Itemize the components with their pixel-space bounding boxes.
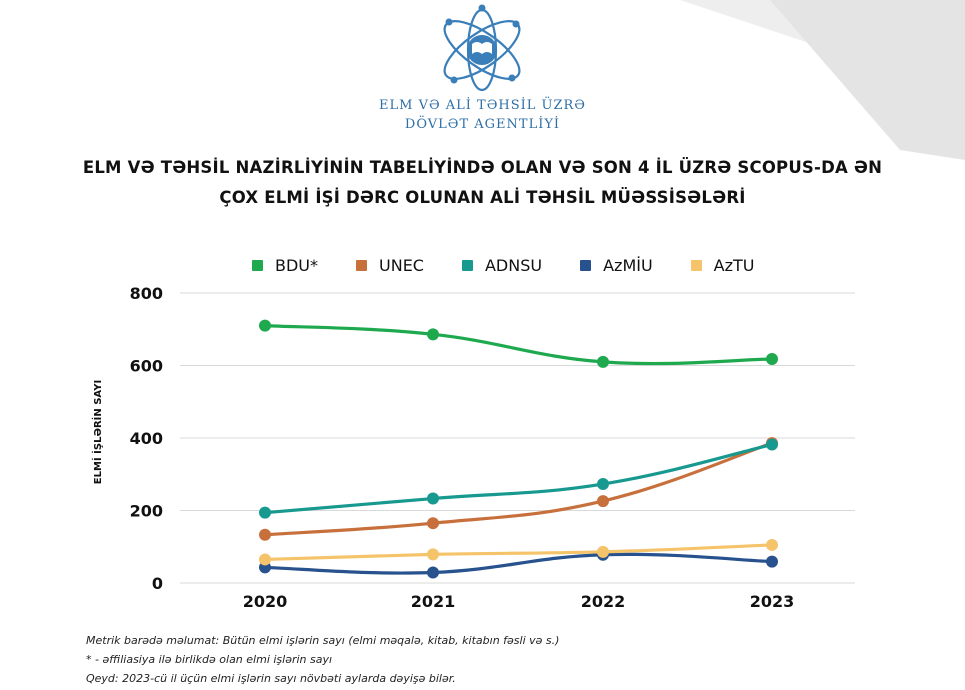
agency-logo-icon [443, 4, 521, 92]
legend-label: AzMİU [603, 256, 653, 275]
data-point [766, 555, 778, 568]
x-tick-label: 2020 [243, 592, 288, 611]
legend-swatch [580, 260, 592, 271]
data-point [597, 495, 609, 508]
y-tick-label: 0 [152, 574, 163, 593]
chart-title-line2: ÇOX ELMİ İŞİ DƏRC OLUNAN ALİ TƏHSİL MÜƏS… [219, 188, 746, 207]
data-point [259, 528, 271, 541]
data-point [259, 506, 271, 519]
legend-item: UNEC [356, 256, 424, 275]
legend-label: ADNSU [484, 256, 543, 275]
data-point [766, 538, 778, 551]
data-point [427, 492, 439, 505]
data-point [427, 328, 439, 341]
legend-swatch [690, 260, 702, 271]
data-point [766, 352, 778, 365]
x-tick-label: 2023 [750, 592, 795, 611]
series-line [263, 441, 774, 537]
series-line [263, 324, 774, 366]
legend-swatch [356, 260, 368, 271]
legend-item: AzTU [690, 256, 755, 275]
data-point [427, 548, 439, 561]
footnote-metric: Metrik barədə məlumat: Bütün elmi işləri… [86, 634, 560, 647]
data-point [766, 438, 778, 451]
legend-label: BDU* [275, 256, 319, 275]
legend-item: ADNSU [461, 256, 543, 275]
series-line [263, 442, 774, 515]
x-tick-label: 2021 [411, 592, 456, 611]
legend-item: BDU* [252, 256, 318, 275]
series-line [263, 543, 774, 562]
footnote-affiliation: * - əffiliasiya ilə birlikdə olan elmi i… [86, 653, 333, 666]
data-point [259, 553, 271, 566]
chart-title-line1: ELM VƏ TƏHSİL NAZİRLİYİNİN TABELİYİNDƏ O… [82, 158, 883, 177]
legend-label: UNEC [379, 256, 424, 275]
data-point [427, 517, 439, 530]
x-tick-label: 2022 [581, 592, 626, 611]
org-name-line2: DÖVLƏT AGENTLİYİ [404, 117, 561, 132]
y-axis-label: ELMİ İŞLƏRİN SAYI [90, 380, 104, 484]
y-tick-label: 800 [130, 284, 163, 303]
data-point [597, 478, 609, 491]
y-tick-label: 200 [130, 502, 163, 521]
line-chart: 0 200 400 600 800 2020 2021 2022 2023 ELMİ İŞLƏRİ… [90, 284, 855, 611]
data-point [259, 319, 271, 332]
legend-swatch [252, 260, 263, 271]
y-tick-label: 400 [130, 429, 163, 448]
footnote-note: Qeyd: 2023-cü il üçün elmi işlərin sayı … [86, 672, 456, 685]
y-tick-label: 600 [130, 357, 163, 376]
legend-label: AzTU [713, 256, 755, 275]
series-line [263, 552, 774, 575]
org-name-line1: ELM VƏ ALİ TƏHSİL ÜZRƏ [379, 98, 586, 113]
legend-swatch [461, 260, 473, 271]
data-point [597, 545, 609, 558]
data-point [597, 355, 609, 368]
data-point [427, 566, 439, 579]
legend-item: AzMİU [580, 256, 653, 275]
chart-legend: BDU* UNEC ADNSU AzMİU AzTU [252, 256, 793, 275]
